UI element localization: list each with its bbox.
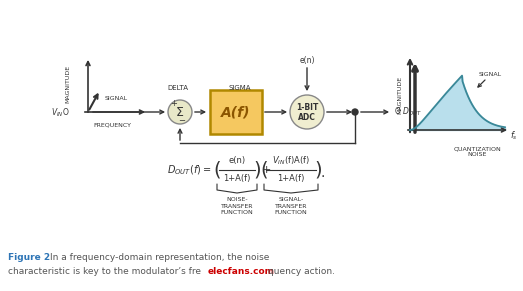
Text: 1-BIT: 1-BIT [296, 104, 318, 113]
Text: .: . [321, 166, 325, 180]
Circle shape [290, 95, 324, 129]
Text: (: ( [213, 161, 221, 180]
Text: NOISE-
TRANSFER
FUNCTION: NOISE- TRANSFER FUNCTION [221, 197, 253, 215]
Text: quency action.: quency action. [268, 267, 335, 276]
Text: e(n): e(n) [299, 56, 315, 65]
Text: ): ) [253, 161, 261, 180]
Text: FREQUENCY: FREQUENCY [93, 123, 131, 127]
Text: $V_{IN}$O: $V_{IN}$O [51, 107, 70, 119]
Text: Figure 2: Figure 2 [8, 253, 50, 262]
Text: QUANTIZATION
NOISE: QUANTIZATION NOISE [453, 147, 501, 157]
Text: elecfans.com: elecfans.com [208, 267, 275, 276]
Circle shape [352, 109, 358, 115]
Text: $\Sigma$: $\Sigma$ [175, 106, 185, 118]
Circle shape [168, 100, 192, 124]
Text: SIGNAL: SIGNAL [105, 95, 128, 100]
Text: 1+A(f): 1+A(f) [277, 175, 305, 184]
Text: DELTA: DELTA [167, 85, 188, 91]
Text: −: − [178, 116, 186, 125]
Text: MAGNITUDE: MAGNITUDE [65, 65, 71, 103]
Text: e(n): e(n) [229, 157, 246, 166]
Text: A(f): A(f) [221, 105, 251, 119]
Text: characteristic is key to the modulator’s fre: characteristic is key to the modulator’s… [8, 267, 201, 276]
Text: SIGMA: SIGMA [229, 85, 251, 91]
Text: $f_s$: $f_s$ [510, 130, 518, 142]
Text: SIGNAL: SIGNAL [479, 72, 502, 77]
Text: ): ) [314, 161, 322, 180]
Text: O $D_{OUT}$: O $D_{OUT}$ [394, 106, 422, 118]
Text: SIGNAL-
TRANSFER
FUNCTION: SIGNAL- TRANSFER FUNCTION [275, 197, 308, 215]
Text: $V_{IN}$(f)A(f): $V_{IN}$(f)A(f) [272, 155, 310, 167]
FancyBboxPatch shape [210, 90, 262, 134]
Text: MAGNITUDE: MAGNITUDE [397, 76, 403, 114]
Text: ADC: ADC [298, 113, 316, 122]
Text: In a frequency-domain representation, the noise: In a frequency-domain representation, th… [50, 253, 269, 262]
Text: (: ( [260, 161, 268, 180]
Text: $D_{OUT}(f)=$: $D_{OUT}(f)=$ [167, 163, 211, 177]
Text: +: + [262, 165, 271, 175]
Text: 1+A(f): 1+A(f) [223, 175, 251, 184]
Text: +: + [170, 100, 177, 109]
